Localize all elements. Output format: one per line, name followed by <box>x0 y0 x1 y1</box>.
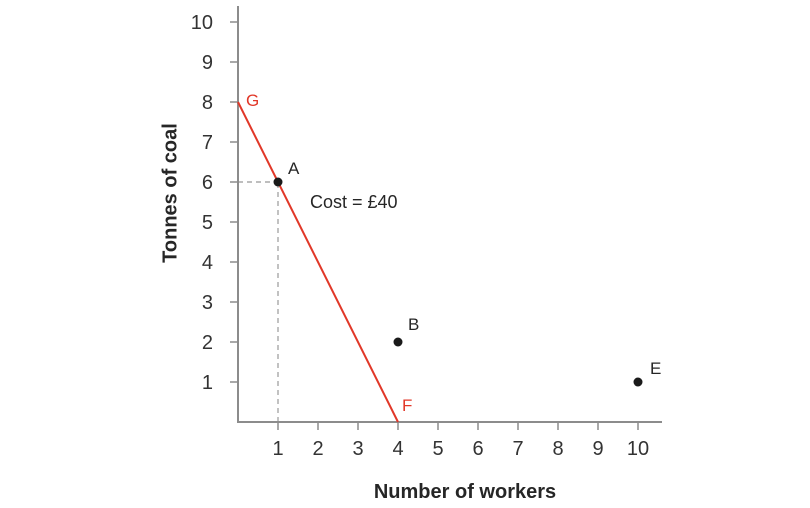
x-tick-label: 5 <box>432 438 443 460</box>
data-point-E <box>633 377 643 387</box>
x-tick-label: 10 <box>627 438 649 460</box>
x-tick-label: 7 <box>512 438 523 460</box>
data-point-A <box>273 177 283 187</box>
y-tick-label: 4 <box>202 252 213 274</box>
y-tick-label: 8 <box>202 92 213 114</box>
data-point-label-A: A <box>288 159 300 178</box>
y-tick-label: 9 <box>202 52 213 74</box>
isocost-line <box>237 101 399 423</box>
x-tick-label: 3 <box>352 438 363 460</box>
data-point-label-E: E <box>650 359 661 378</box>
x-axis-title: Number of workers <box>373 481 557 503</box>
x-tick-label: 4 <box>392 438 403 460</box>
y-tick-label: 10 <box>191 12 213 34</box>
cost-annotation: Cost = £40 <box>310 192 398 212</box>
y-tick-label: 7 <box>202 132 213 154</box>
data-point-B <box>393 337 403 347</box>
x-tick-label: 1 <box>272 438 283 460</box>
y-tick-label: 3 <box>202 292 213 314</box>
x-tick-label: 9 <box>592 438 603 460</box>
y-axis-title: Tonnes of coal <box>159 123 182 263</box>
y-tick-label: 5 <box>202 212 213 234</box>
y-tick-label: 6 <box>202 172 213 194</box>
y-tick-label: 1 <box>202 372 213 394</box>
line-endpoint-label-F: F <box>402 396 412 415</box>
y-tick-label: 2 <box>202 332 213 354</box>
x-tick-label: 2 <box>312 438 323 460</box>
x-tick-label: 8 <box>552 438 563 460</box>
x-tick-label: 6 <box>472 438 483 460</box>
data-point-label-B: B <box>408 315 419 334</box>
line-endpoint-label-G: G <box>246 91 259 110</box>
